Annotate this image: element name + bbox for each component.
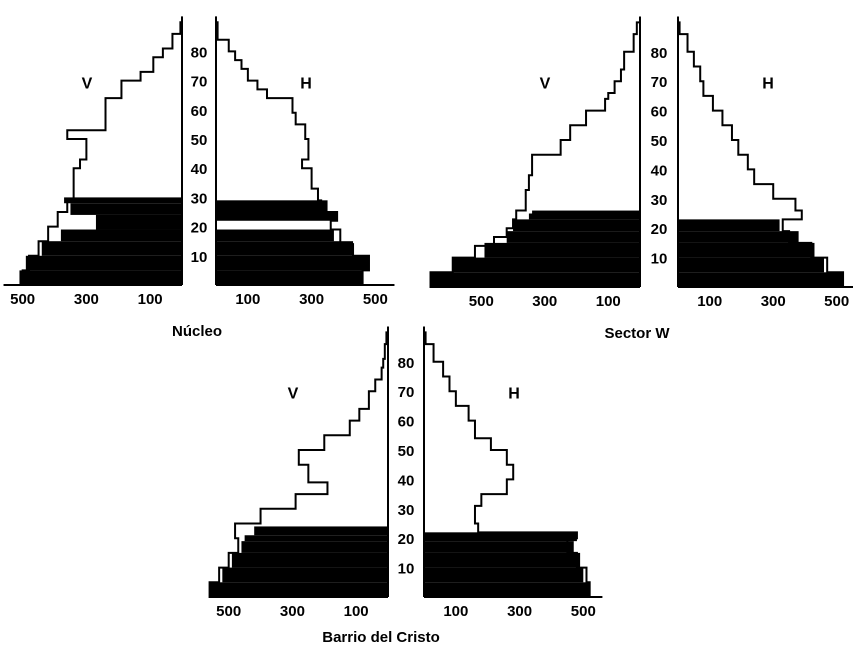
panel0-female-outline bbox=[216, 21, 370, 286]
panel0-age-tick-10: 10 bbox=[191, 249, 208, 266]
panel0-age-tick-20: 20 bbox=[191, 220, 208, 237]
panel1-male-x-tick-500: 500 bbox=[469, 293, 494, 310]
panel0-male-x-tick-500: 500 bbox=[10, 291, 35, 308]
panel1-male-fill-bar-5 bbox=[528, 213, 640, 220]
panel1-male-fill-bar-1 bbox=[452, 257, 640, 273]
panel2-male-x-tick-100: 100 bbox=[344, 603, 369, 620]
panel0-age-tick-70: 70 bbox=[191, 74, 208, 91]
panel2-male-outline bbox=[208, 331, 388, 598]
panel0-female-x-tick-500: 500 bbox=[363, 291, 388, 308]
panel0-female-x-tick-300: 300 bbox=[299, 291, 324, 308]
panel0-age-tick-50: 50 bbox=[191, 132, 208, 149]
panel2-male-fill-bar-4 bbox=[244, 535, 388, 542]
panel1-male-fill-bar-0 bbox=[430, 272, 640, 287]
panel2-male-fill-bar-2 bbox=[231, 552, 388, 568]
panel0-female-x-tick-100: 100 bbox=[235, 291, 260, 308]
panel2-female-x-tick-300: 300 bbox=[507, 603, 532, 620]
panel0-female-fill-bar-1 bbox=[216, 255, 369, 271]
panel2-male-fill-bar-3 bbox=[241, 541, 388, 553]
panel1-male-fill-bar-3 bbox=[506, 231, 640, 243]
panel1-female-fill-bar-0 bbox=[678, 272, 844, 287]
panel1-male-x-tick-300: 300 bbox=[532, 293, 557, 310]
panel1-female-x-tick-500: 500 bbox=[824, 293, 849, 310]
panel2-female-outline bbox=[424, 331, 591, 598]
panel1-female-side-label: H bbox=[762, 76, 774, 93]
panel2-age-tick-60: 60 bbox=[398, 414, 415, 431]
panel2-male-fill-bar-5 bbox=[254, 526, 388, 536]
panel0-caption: Núcleo bbox=[172, 323, 222, 340]
panel0-male-fill-bar-2 bbox=[41, 241, 182, 256]
panel0-female-fill-bar-6 bbox=[216, 200, 328, 212]
panel0-male-fill-bar-4 bbox=[95, 214, 182, 230]
panel1-female-fill-bar-1 bbox=[678, 257, 825, 273]
panel0-age-tick-30: 30 bbox=[191, 190, 208, 207]
panel2-age-tick-50: 50 bbox=[398, 443, 415, 460]
panel2-male-side-label: V bbox=[288, 386, 299, 403]
panel0-male-fill-bar-3 bbox=[60, 229, 183, 242]
panel1-female-outline bbox=[678, 21, 845, 288]
panel2-female-fill-bar-2 bbox=[424, 552, 581, 568]
panel1-age-tick-40: 40 bbox=[651, 162, 668, 179]
panel2-female-fill-bar-1 bbox=[424, 567, 584, 583]
panel2-age-tick-20: 20 bbox=[398, 531, 415, 548]
panel2-age-tick-40: 40 bbox=[398, 472, 415, 489]
panel2-age-tick-70: 70 bbox=[398, 384, 415, 401]
panel1-male-fill-bar-4 bbox=[513, 219, 640, 232]
panel1-female-x-tick-100: 100 bbox=[697, 293, 722, 310]
panel1-age-tick-80: 80 bbox=[651, 45, 668, 62]
panel1-age-tick-30: 30 bbox=[651, 192, 668, 209]
panel2-male-fill-bar-0 bbox=[209, 582, 388, 597]
panel0-male-x-tick-100: 100 bbox=[138, 291, 163, 308]
panel2-age-tick-30: 30 bbox=[398, 502, 415, 519]
panel1-age-tick-70: 70 bbox=[651, 74, 668, 91]
panel0-male-side-label: V bbox=[82, 75, 93, 92]
panel1-female-fill-bar-2 bbox=[678, 242, 815, 258]
panel0-age-tick-60: 60 bbox=[191, 103, 208, 120]
panel1-male-x-tick-100: 100 bbox=[596, 293, 621, 310]
panel2-female-fill-bar-0 bbox=[424, 582, 590, 597]
panel0-female-fill-bar-5 bbox=[216, 212, 338, 221]
panel1-age-tick-50: 50 bbox=[651, 133, 668, 150]
panel1-female-fill-bar-3 bbox=[678, 231, 799, 243]
panel0-female-side-label: H bbox=[300, 75, 312, 92]
panel2-male-x-tick-500: 500 bbox=[216, 603, 241, 620]
panel2-female-x-tick-500: 500 bbox=[571, 603, 596, 620]
panel0-female-fill-bar-0 bbox=[216, 270, 363, 285]
panel0-age-tick-40: 40 bbox=[191, 161, 208, 178]
panel0-male-fill-bar-0 bbox=[19, 270, 183, 285]
panel2-female-fill-bar-4 bbox=[424, 532, 577, 542]
panel0-male-fill-bar-1 bbox=[25, 255, 182, 271]
panel1-female-fill-bar-4 bbox=[678, 219, 780, 232]
panel1-male-side-label: V bbox=[540, 76, 551, 93]
panel2-male-x-tick-300: 300 bbox=[280, 603, 305, 620]
panel0-female-fill-bar-2 bbox=[216, 241, 354, 256]
panel1-age-tick-10: 10 bbox=[651, 251, 668, 268]
panel2-female-x-tick-100: 100 bbox=[443, 603, 468, 620]
panel2-male-fill-bar-1 bbox=[222, 567, 388, 583]
panel2-age-tick-80: 80 bbox=[398, 355, 415, 372]
panel0-male-fill-bar-5 bbox=[70, 203, 182, 215]
panel1-female-x-tick-300: 300 bbox=[761, 293, 786, 310]
panel0-female-fill-bar-3 bbox=[216, 229, 334, 242]
panel2-female-side-label: H bbox=[508, 386, 520, 403]
panel2-age-tick-10: 10 bbox=[398, 561, 415, 578]
panel0-male-outline bbox=[21, 21, 182, 286]
panel1-male-fill-bar-6 bbox=[532, 210, 640, 214]
panel1-male-outline bbox=[429, 21, 640, 288]
panel0-male-fill-bar-6 bbox=[64, 197, 182, 204]
panel1-male-fill-bar-2 bbox=[484, 242, 640, 258]
panel1-caption: Sector W bbox=[604, 325, 670, 342]
panel1-age-tick-60: 60 bbox=[651, 104, 668, 121]
panel0-male-x-tick-300: 300 bbox=[74, 291, 99, 308]
panel1-age-tick-20: 20 bbox=[651, 221, 668, 238]
panel0-age-tick-80: 80 bbox=[191, 44, 208, 61]
panel2-caption: Barrio del Cristo bbox=[322, 629, 440, 646]
panel2-female-fill-bar-3 bbox=[424, 541, 574, 553]
